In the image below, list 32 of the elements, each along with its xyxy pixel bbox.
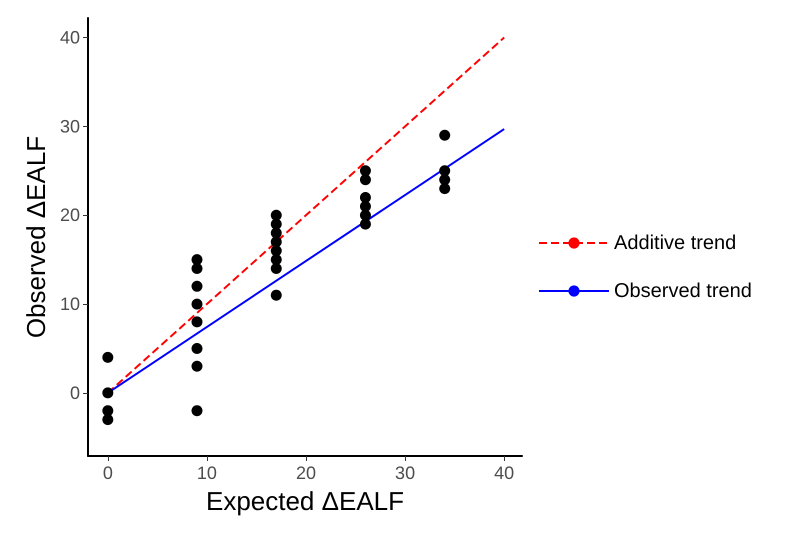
point (192, 405, 202, 416)
point (360, 192, 371, 203)
point (102, 352, 114, 363)
point (192, 254, 202, 266)
y-tick-label: 20 (60, 205, 80, 226)
legend-label: Additive trend (614, 232, 736, 254)
y-tick-label: 30 (60, 116, 80, 136)
point (439, 130, 450, 141)
point (102, 387, 114, 398)
point (270, 290, 282, 301)
point (102, 414, 114, 426)
x-tick-label: 40 (494, 463, 514, 483)
y-tick-label: 10 (60, 294, 80, 314)
point (192, 263, 202, 274)
point (192, 280, 202, 292)
point (360, 174, 371, 186)
point (192, 298, 202, 310)
point (360, 218, 371, 230)
point (192, 343, 202, 354)
legend-label: Observed trend (614, 280, 752, 302)
x-tick-label: 30 (395, 463, 416, 483)
x-tick-label: 0 (102, 463, 113, 483)
y-axis-title: Observed ΔEALF (21, 136, 52, 338)
y-tick-label: 0 (70, 382, 80, 403)
point (192, 316, 202, 328)
x-axis-title: Expected ΔEALF (206, 486, 404, 516)
point (270, 263, 282, 274)
x-tick-label: 20 (296, 463, 316, 483)
point (192, 360, 202, 372)
point (439, 183, 450, 194)
y-tick-label: 40 (60, 28, 80, 48)
x-tick-label: 10 (196, 463, 217, 483)
